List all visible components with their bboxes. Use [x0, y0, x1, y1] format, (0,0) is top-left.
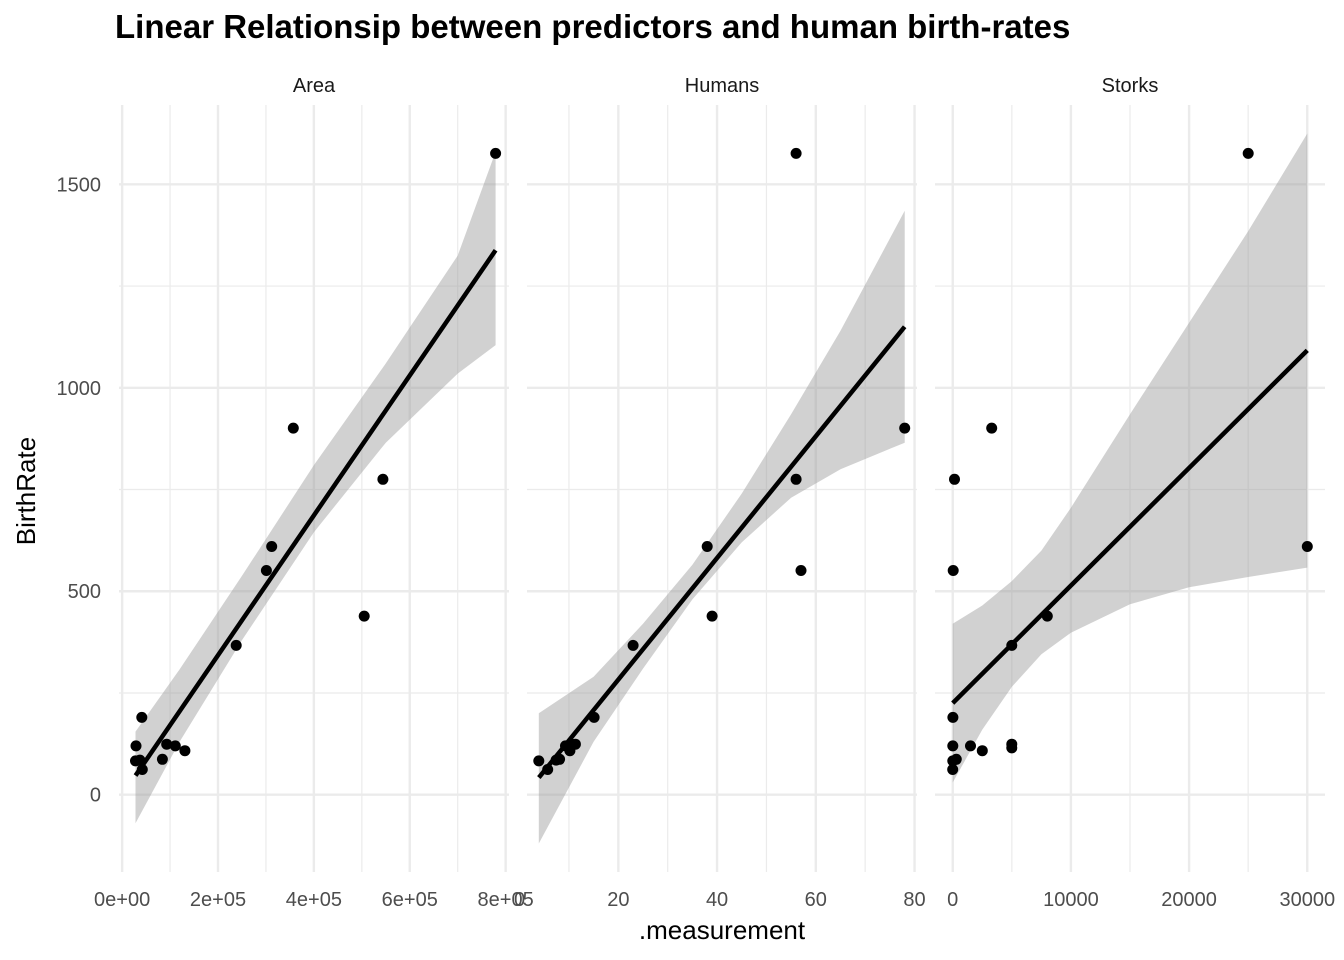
confidence-band	[952, 133, 1308, 783]
data-point	[947, 740, 959, 752]
data-point	[533, 755, 545, 767]
x-tick-label: 60	[805, 889, 827, 911]
x-tick-label: 0	[947, 889, 958, 911]
data-point	[790, 147, 802, 159]
data-point	[790, 473, 802, 485]
data-point	[701, 541, 713, 552]
data-point	[976, 745, 988, 757]
facet-strip-label: Humans	[685, 75, 759, 97]
data-point	[179, 745, 191, 757]
panel-humans: Humans 0 20 40 60 80	[514, 75, 926, 911]
data-point	[899, 422, 911, 434]
data-point	[950, 753, 962, 765]
data-point	[947, 764, 959, 775]
data-point	[358, 610, 370, 622]
data-point	[136, 711, 148, 723]
data-point	[156, 753, 168, 765]
x-tick-label: 30000	[1279, 889, 1335, 911]
facet-strip-label: Area	[293, 75, 336, 97]
regression-line	[537, 325, 907, 780]
x-tick-label: 6e+05	[382, 889, 438, 911]
x-tick-label: 8e+05	[478, 889, 534, 911]
data-point	[260, 565, 272, 576]
data-point	[569, 738, 581, 750]
data-point	[1242, 147, 1254, 159]
data-point	[266, 541, 278, 552]
x-tick-label: 0	[514, 889, 525, 911]
facet-strip-label: Storks	[1102, 75, 1159, 97]
x-tick-label: 2e+05	[190, 889, 246, 911]
y-tick-label: 0	[90, 785, 101, 807]
data-point	[287, 422, 299, 434]
x-tick-label: 0e+00	[94, 889, 150, 911]
chart-title: Linear Relationsip between predictors an…	[115, 8, 1071, 45]
x-tick-label: 40	[706, 889, 728, 911]
y-axis-title: BirthRate	[11, 437, 41, 545]
confidence-band	[538, 210, 905, 844]
x-tick-label: 80	[903, 889, 925, 911]
data-point	[161, 738, 173, 750]
x-tick-label: 20000	[1161, 889, 1217, 911]
data-point	[377, 473, 389, 485]
data-point	[169, 740, 181, 752]
data-point	[965, 740, 976, 752]
data-point	[986, 422, 998, 434]
data-point	[947, 711, 959, 723]
data-point	[1006, 742, 1018, 754]
regression-line	[133, 248, 498, 777]
y-tick-label: 1000	[57, 378, 102, 400]
data-point	[130, 740, 142, 752]
confidence-band	[135, 151, 496, 824]
data-point	[795, 565, 807, 576]
x-tick-label: 4e+05	[286, 889, 342, 911]
x-axis-title: .measurement	[639, 915, 806, 945]
data-point	[949, 473, 960, 485]
data-point	[627, 639, 639, 651]
data-point	[490, 147, 502, 159]
panels-layer: 0 500 1000 1500 Area 0e+00 2e+05 4e+05 6e+05 8e+0…	[57, 75, 1336, 911]
data-point	[230, 639, 242, 651]
data-point	[706, 610, 718, 622]
panel-area: Area 0e+00 2e+05 4e+05 6e+05 8e+05	[94, 75, 534, 911]
x-tick-label: 20	[607, 889, 629, 911]
y-tick-label: 1500	[57, 174, 102, 196]
x-tick-label: 10000	[1043, 889, 1099, 911]
regression-line	[951, 348, 1309, 705]
panel-storks: Storks 0 10000 20000 30000	[935, 75, 1335, 911]
data-point	[1301, 541, 1313, 552]
data-point	[947, 565, 959, 576]
y-tick-label: 500	[68, 581, 101, 603]
